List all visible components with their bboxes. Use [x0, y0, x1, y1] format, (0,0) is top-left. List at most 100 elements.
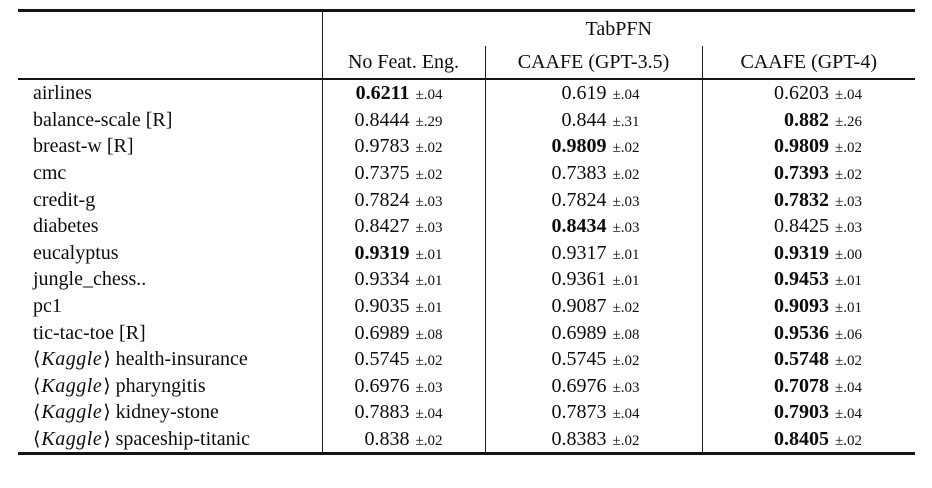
score-stddev: ±.26 — [835, 113, 862, 130]
dataset-label: breast-w [R] — [18, 133, 323, 160]
score-stddev: ±.06 — [835, 326, 862, 343]
score-cell: 0.9317 ±.01 — [484, 239, 702, 267]
score-cell: 0.7824 ±.03 — [484, 186, 702, 213]
score-stddev: ±.01 — [612, 273, 640, 290]
score-value: 0.7824 — [551, 188, 607, 211]
score-stddev: ±.02 — [415, 140, 443, 157]
table-row: credit-g 0.7824 ±.03 0.7824 ±.03 0.7832 ±.03 — [18, 186, 915, 213]
score-stddev: ±.04 — [835, 87, 862, 104]
score-stddev: ±.03 — [415, 193, 443, 210]
score-cell: 0.6203 ±.04 — [701, 79, 915, 107]
score-cell: 0.7824 ±.03 — [322, 186, 485, 213]
dataset-label: tic-tac-toe [R] — [18, 319, 323, 346]
column-header-caafe-gpt4: CAAFE (GPT-4) — [701, 46, 915, 80]
score-cell: 0.8405 ±.02 — [701, 425, 915, 454]
score-stddev: ±.02 — [415, 433, 443, 450]
table-row: ⟨Kaggle⟩ spaceship-titanic 0.838 ±.02 0.838… — [18, 425, 915, 454]
dataset-label: airlines — [18, 79, 323, 107]
score-stddev: ±.04 — [415, 406, 443, 423]
score-value: 0.8434 — [551, 215, 607, 238]
score-value: 0.8425 — [774, 215, 829, 238]
score-cell: 0.882 ±.26 — [701, 106, 915, 134]
score-cell: 0.9093 ±.01 — [701, 292, 915, 320]
score-value: 0.5745 — [354, 348, 410, 371]
score-cell: 0.5745 ±.02 — [322, 346, 485, 373]
score-value: 0.9536 — [774, 321, 829, 344]
score-cell: 0.7375 ±.02 — [322, 160, 485, 187]
score-value: 0.9093 — [774, 295, 829, 318]
score-cell: 0.9035 ±.01 — [322, 293, 485, 320]
score-cell: 0.6976 ±.03 — [322, 373, 485, 400]
score-value: 0.9809 — [551, 135, 607, 158]
score-stddev: ±.08 — [415, 326, 443, 343]
group-header-tabpfn: TabPFN — [585, 18, 652, 40]
score-stddev: ±.04 — [835, 379, 862, 396]
score-stddev: ±.02 — [835, 167, 862, 184]
angle-open: ⟨ — [33, 374, 41, 397]
score-stddev: ±.02 — [612, 433, 640, 450]
dataset-label: pc1 — [18, 292, 323, 320]
angle-close: ⟩ — [103, 401, 111, 424]
score-stddev: ±.02 — [835, 353, 862, 370]
column-header-no-feat-eng: No Feat. Eng. — [322, 46, 485, 80]
dataset-label: credit-g — [18, 186, 323, 213]
dataset-label: ⟨Kaggle⟩ kidney-stone — [18, 399, 323, 426]
column-header-row: No Feat. Eng. CAAFE (GPT-3.5) CAAFE (GPT… — [18, 46, 915, 80]
table-row: diabetes 0.8427 ±.03 0.8434 ±.03 0.8425 ±.03 — [18, 212, 915, 240]
score-stddev: ±.03 — [415, 379, 443, 396]
angle-close: ⟩ — [103, 428, 111, 451]
score-stddev: ±.04 — [415, 87, 443, 104]
angle-open: ⟨ — [33, 401, 41, 424]
score-value: 0.619 — [561, 82, 607, 105]
score-stddev: ±.01 — [835, 273, 862, 290]
group-header-row: TabPFN — [18, 10, 915, 46]
score-stddev: ±.03 — [415, 220, 443, 237]
score-cell: 0.5745 ±.02 — [484, 345, 702, 373]
score-cell: 0.7903 ±.04 — [701, 399, 915, 426]
score-stddev: ±.02 — [612, 300, 640, 317]
score-cell: 0.6976 ±.03 — [484, 372, 702, 400]
table-row: airlines 0.6211 ±.04 0.619 ±.04 0.6203 ±.04 — [18, 79, 915, 107]
score-cell: 0.844 ±.31 — [484, 106, 702, 134]
score-cell: 0.9453 ±.01 — [701, 266, 915, 293]
score-stddev: ±.03 — [612, 220, 640, 237]
score-value: 0.5748 — [774, 348, 829, 371]
score-stddev: ±.29 — [415, 113, 443, 130]
score-cell: 0.9087 ±.02 — [484, 292, 702, 320]
angle-close: ⟩ — [103, 374, 111, 397]
score-cell: 0.9334 ±.01 — [322, 266, 485, 293]
score-stddev: ±.04 — [612, 87, 640, 104]
dataset-label: cmc — [18, 159, 323, 187]
score-value: 0.838 — [364, 428, 410, 451]
table-row: eucalyptus 0.9319 ±.01 0.9317 ±.01 0.9319 ±.00 — [18, 239, 915, 267]
score-stddev: ±.01 — [835, 300, 862, 317]
score-value: 0.6989 — [551, 321, 607, 344]
score-cell: 0.5748 ±.02 — [701, 345, 915, 373]
score-cell: 0.9319 ±.00 — [701, 239, 915, 267]
table-row: ⟨Kaggle⟩ health-insurance 0.5745 ±.02 0.574… — [18, 345, 915, 373]
score-stddev: ±.01 — [612, 246, 640, 263]
score-cell: 0.7078 ±.04 — [701, 372, 915, 400]
score-cell: 0.7393 ±.02 — [701, 159, 915, 187]
score-value: 0.6989 — [354, 321, 410, 344]
score-stddev: ±.02 — [835, 140, 862, 157]
kaggle-tag: Kaggle — [41, 374, 103, 397]
score-cell: 0.8427 ±.03 — [322, 213, 485, 240]
table-body: airlines 0.6211 ±.04 0.619 ±.04 0.6203 ±.04 bal… — [18, 79, 915, 454]
score-value: 0.882 — [784, 108, 829, 131]
score-value: 0.8383 — [551, 428, 607, 451]
score-value: 0.7375 — [354, 162, 410, 185]
column-header-caafe-gpt35: CAAFE (GPT-3.5) — [484, 46, 702, 80]
angle-open: ⟨ — [33, 348, 41, 371]
table-row: tic-tac-toe [R] 0.6989 ±.08 0.6989 ±.08 0.953… — [18, 319, 915, 346]
dataset-label: eucalyptus — [18, 239, 323, 267]
score-value: 0.9453 — [774, 268, 829, 291]
score-value: 0.9809 — [774, 135, 829, 158]
score-cell: 0.8444 ±.29 — [322, 107, 485, 134]
score-cell: 0.9536 ±.06 — [701, 319, 915, 346]
results-table-container: TabPFN No Feat. Eng. CAAFE (GPT-3.5) CAA… — [18, 9, 915, 456]
score-value: 0.6203 — [774, 82, 829, 105]
score-value: 0.9334 — [354, 268, 410, 291]
score-stddev: ±.03 — [835, 193, 862, 210]
score-value: 0.6976 — [354, 374, 410, 397]
